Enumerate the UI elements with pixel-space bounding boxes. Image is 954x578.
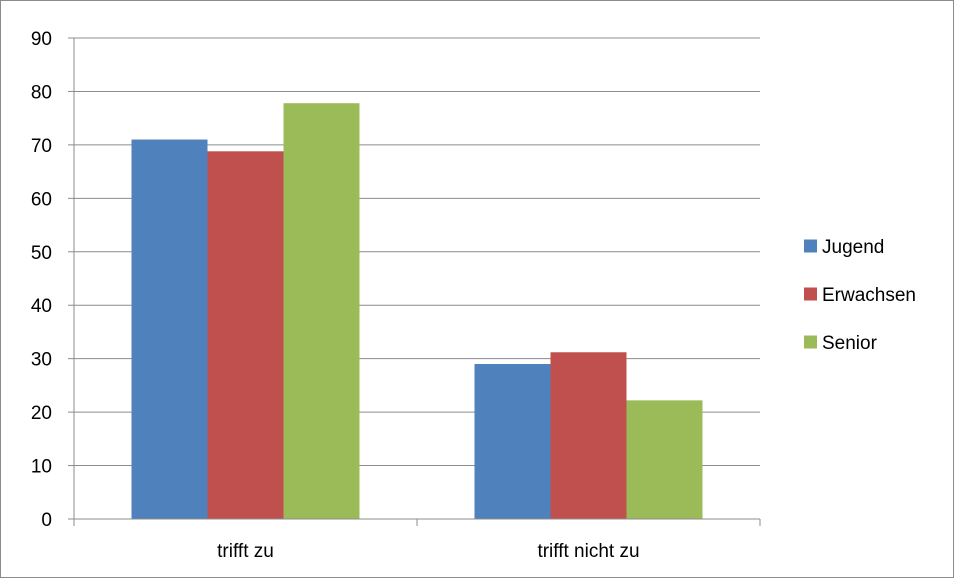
x-category-label: trifft zu: [217, 541, 274, 562]
y-tick-label: 40: [31, 296, 52, 317]
bar-erwachsen-trifft-nicht-zu: [550, 352, 627, 519]
y-tick-label: 10: [31, 457, 52, 478]
bar-jugend-trifft-nicht-zu: [474, 364, 551, 519]
y-tick-labels: 0 10 20 30 40 50 60 70 80 90: [31, 29, 52, 531]
legend-swatch-erwachsen: [804, 287, 817, 301]
y-tick-label: 80: [31, 82, 52, 103]
legend: Jugend Erwachsen Senior: [804, 237, 916, 354]
legend-label-erwachsen: Erwachsen: [822, 285, 916, 306]
bar-jugend-trifft-zu: [131, 139, 208, 520]
y-tick-label: 0: [41, 510, 52, 531]
legend-swatch-senior: [804, 335, 817, 349]
y-tick-label: 70: [31, 136, 52, 157]
bar-senior-trifft-zu: [283, 103, 360, 520]
bar-senior-trifft-nicht-zu: [626, 400, 703, 519]
legend-swatch-jugend: [804, 239, 817, 253]
axes: [68, 37, 761, 526]
legend-label-senior: Senior: [822, 333, 878, 354]
x-category-label: trifft nicht zu: [537, 541, 639, 562]
y-tick-label: 90: [31, 29, 52, 50]
bar-erwachsen-trifft-zu: [207, 151, 284, 519]
y-tick-label: 50: [31, 243, 52, 264]
bars: [131, 103, 703, 520]
y-tick-label: 30: [31, 350, 52, 371]
y-tick-label: 20: [31, 403, 52, 424]
legend-label-jugend: Jugend: [822, 237, 884, 258]
x-category-labels: trifft zu trifft nicht zu: [217, 541, 639, 562]
y-tick-label: 60: [31, 189, 52, 210]
